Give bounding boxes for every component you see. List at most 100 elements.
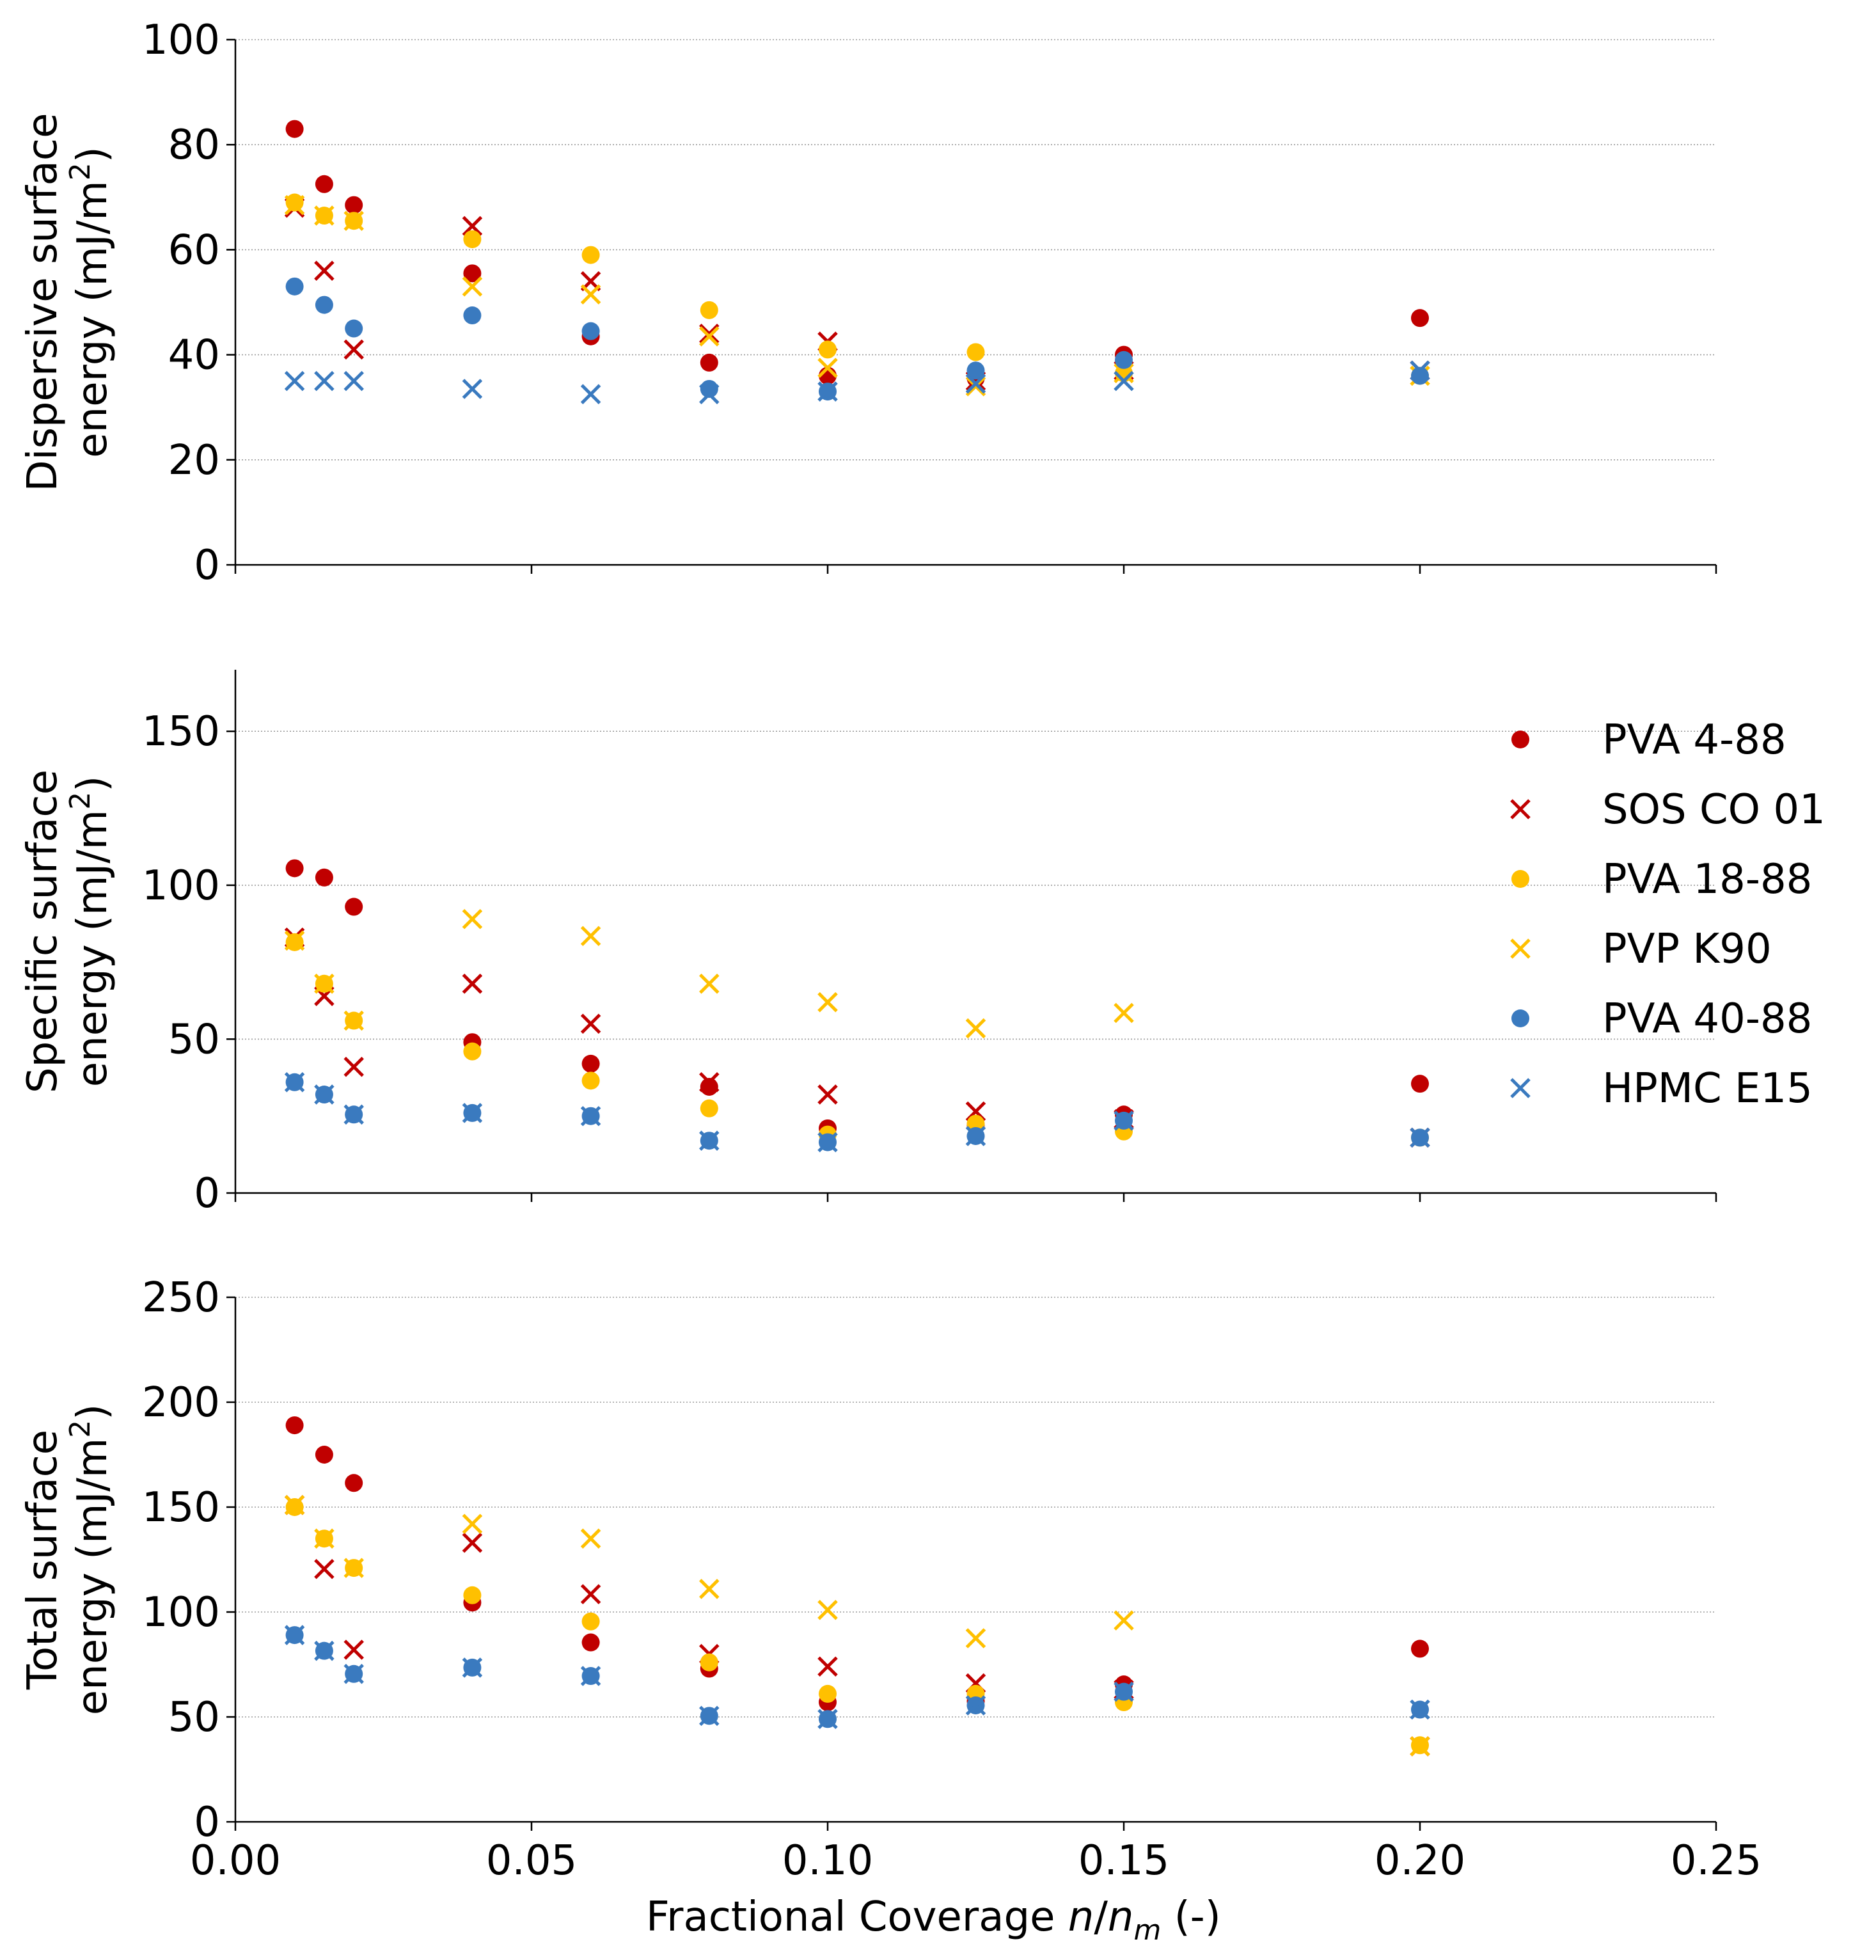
data-point xyxy=(965,1126,986,1146)
series-pva-40-88 xyxy=(285,1626,1429,1728)
data-point xyxy=(1410,1127,1430,1148)
data-point xyxy=(462,974,483,994)
data-point xyxy=(819,1684,837,1703)
data-point xyxy=(463,1042,482,1061)
data-point xyxy=(343,1640,364,1660)
legend-marker xyxy=(1511,870,1529,888)
data-point xyxy=(462,1657,483,1678)
data-point xyxy=(284,1625,305,1645)
y-axis-title-line2: energy (mJ/m xyxy=(69,810,116,1087)
y-tick-label: 0 xyxy=(194,542,220,589)
legend-entry: PVA 40-88 xyxy=(1511,995,1812,1043)
data-point xyxy=(345,196,363,214)
y-axis-title-sup: 2 xyxy=(64,162,97,180)
x-tick-label: 0.10 xyxy=(782,1837,874,1885)
data-point xyxy=(699,1579,720,1599)
legend-label: PVA 4-88 xyxy=(1602,716,1786,764)
data-point xyxy=(1114,363,1134,384)
data-point xyxy=(314,1528,335,1549)
data-point xyxy=(965,376,986,397)
y-tick-label: 50 xyxy=(168,1016,220,1063)
x-tick-label: 0.05 xyxy=(486,1837,578,1885)
x-tick-label: 0.00 xyxy=(190,1837,281,1885)
data-point xyxy=(581,1054,600,1073)
data-point xyxy=(1410,1699,1430,1720)
data-point xyxy=(966,361,985,380)
data-point xyxy=(817,1084,838,1105)
y-tick-label: 0 xyxy=(194,1799,220,1846)
data-point xyxy=(1411,1075,1429,1093)
legend-marker xyxy=(1510,799,1531,819)
data-point xyxy=(581,1633,600,1652)
x-tick-label: 0.15 xyxy=(1078,1837,1170,1885)
y-tick-label: 20 xyxy=(168,437,220,484)
data-point xyxy=(315,1446,333,1464)
x-tick-label: 0.25 xyxy=(1671,1837,1762,1885)
y-axis-title: Dispersive surfaceenergy (mJ/m2) xyxy=(19,113,116,492)
data-point xyxy=(284,1072,305,1093)
data-point xyxy=(314,205,335,226)
data-point xyxy=(345,897,363,916)
data-point xyxy=(345,1474,363,1492)
data-point xyxy=(284,930,305,951)
series-pva-18-88 xyxy=(285,193,1429,385)
y-axis-title-suffix: ) xyxy=(69,776,116,792)
data-point xyxy=(1411,309,1429,328)
y-tick-label: 100 xyxy=(142,1589,220,1636)
data-point xyxy=(580,384,601,404)
data-point xyxy=(699,974,720,994)
series-pvp-k90 xyxy=(284,194,1430,397)
data-point xyxy=(699,1072,720,1093)
data-point xyxy=(315,296,333,314)
data-point xyxy=(965,1695,986,1716)
data-point xyxy=(1410,360,1430,381)
data-point xyxy=(462,216,483,237)
data-point xyxy=(284,194,305,216)
series-pva-40-88 xyxy=(285,1073,1429,1151)
data-point xyxy=(581,246,600,264)
data-point xyxy=(817,381,838,402)
data-point xyxy=(700,1653,718,1672)
y-axis-title-line1: Specific surface xyxy=(19,770,67,1093)
data-point xyxy=(580,1013,601,1034)
data-point xyxy=(1411,367,1429,385)
data-point xyxy=(580,1105,601,1126)
data-point xyxy=(462,908,483,929)
data-point xyxy=(700,353,718,372)
data-point xyxy=(817,1599,838,1620)
data-point xyxy=(817,992,838,1013)
y-axis-title-line1: Total surface xyxy=(19,1430,67,1690)
x-tick-label: 0.20 xyxy=(1375,1837,1466,1885)
y-tick-label: 80 xyxy=(168,122,220,169)
data-point xyxy=(462,276,483,297)
data-point xyxy=(1115,351,1133,369)
panel-dispersive: 0 20 40 60 80 100 Dispersive surfaceenergy (mJ… xyxy=(19,17,1717,589)
panel-total: 0 50 100 150 200 250 0.00 0.05 0.10 0.15 0.20 0.25 T… xyxy=(19,1274,1762,1885)
data-point xyxy=(285,1416,304,1435)
data-point xyxy=(700,379,718,398)
series-sos-co-01 xyxy=(284,197,1430,391)
data-point xyxy=(285,120,304,138)
y-axis-title-suffix: ) xyxy=(69,1404,116,1420)
x-axis-title-sub: m xyxy=(1133,1914,1161,1947)
y-tick-label: 100 xyxy=(142,17,220,64)
y-tick-label: 60 xyxy=(168,226,220,274)
series-sos-co-01 xyxy=(284,927,1430,1148)
series-pva-4-88 xyxy=(285,859,1429,1137)
data-point xyxy=(1114,1681,1134,1702)
data-point xyxy=(966,1114,985,1133)
series-pva-4-88 xyxy=(285,1416,1429,1712)
series-pvp-k90 xyxy=(284,1494,1430,1757)
data-point xyxy=(699,1130,720,1151)
data-point xyxy=(580,1528,601,1549)
y-tick-label: 200 xyxy=(142,1379,220,1427)
y-tick-label: 50 xyxy=(168,1694,220,1741)
data-point xyxy=(314,974,335,994)
x-axis-title-suffix: (-) xyxy=(1161,1893,1220,1941)
data-point xyxy=(315,868,333,887)
series-pva-18-88 xyxy=(285,1498,1429,1755)
data-point xyxy=(462,1532,483,1553)
data-point xyxy=(314,260,335,281)
